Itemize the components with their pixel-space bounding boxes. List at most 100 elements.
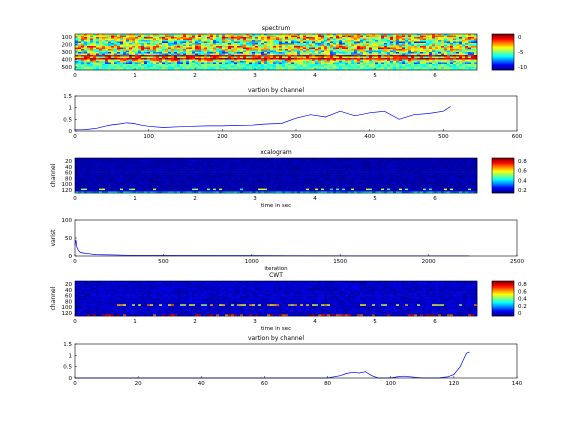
heatmap-cell [333,52,337,54]
heatmap-cell [306,61,310,63]
heatmap-cell [447,38,451,41]
heatmap-cell [282,55,286,57]
heatmap-cell [300,68,304,71]
heatmap-cell [171,50,175,53]
heatmap-cell [372,159,376,162]
heatmap-cell [84,47,88,50]
heatmap-cell [399,49,403,51]
heatmap-cell [273,159,277,162]
heatmap-cell [408,62,412,65]
heatmap-cell [357,160,361,163]
heatmap-cell [285,64,289,66]
heatmap-cell [342,55,346,57]
heatmap-cell [159,165,163,168]
heatmap-cell [300,59,304,62]
heatmap-cell [366,41,370,44]
heatmap-cell [225,68,229,71]
heatmap-cell [339,55,343,57]
heatmap-cell [180,38,184,41]
heatmap-cell [87,50,91,53]
heatmap-cell [135,158,139,160]
heatmap-cell [282,62,286,65]
heatmap-cell [357,165,361,168]
heatmap-cell [333,40,337,42]
colorbar-segment [492,40,514,42]
heatmap-cell [270,160,274,163]
heatmap-cell [183,35,187,38]
heatmap-cell [78,47,82,50]
heatmap-cell [327,165,331,168]
heatmap-cell [234,159,238,162]
heatmap-cell [396,43,400,45]
heatmap-cell [420,62,424,65]
heatmap-cell [255,41,259,44]
heatmap-cell [246,35,250,38]
heatmap-cell [78,40,82,42]
heatmap-cell [228,53,232,56]
heatmap-cell [297,41,301,44]
heatmap-cell [108,35,112,38]
heatmap-cell [255,61,259,63]
heatmap-cell [177,166,181,169]
heatmap-cell [294,43,298,45]
heatmap-cell [210,49,214,51]
heatmap-cell [405,46,409,48]
heatmap-cell [147,35,151,38]
heatmap-cell [291,49,295,51]
heatmap-cell [309,41,313,44]
heatmap-cell [207,41,211,44]
heatmap-cell [270,162,274,165]
heatmap-cell [231,58,235,60]
heatmap-cell [420,37,424,39]
heatmap-cell [468,56,472,59]
heatmap-cell [462,38,466,41]
heatmap-cell [339,165,343,168]
heatmap-cell [345,43,349,45]
heatmap-cell [105,166,109,169]
heatmap-cell [372,56,376,59]
heatmap-cell [84,65,88,68]
heatmap-cell [201,34,205,36]
heatmap-cell [240,35,244,38]
heatmap-cell [369,160,373,163]
heatmap-cell [210,47,214,50]
heatmap-cell [180,34,184,36]
heatmap-cell [165,35,169,38]
heatmap-cell [81,46,85,48]
heatmap-cell [330,44,334,47]
heatmap-cell [336,47,340,50]
heatmap-cell [462,56,466,59]
heatmap-cell [306,44,310,47]
heatmap-cell [351,47,355,50]
heatmap-cell [75,43,79,45]
heatmap-cell [291,58,295,60]
heatmap-cell [252,53,256,56]
heatmap-cell [195,55,199,57]
heatmap-cell [243,62,247,65]
heatmap-cell [339,62,343,65]
heatmap-cell [369,47,373,50]
heatmap-cell [372,61,376,63]
heatmap-cell [405,56,409,59]
heatmap-cell [147,58,151,60]
heatmap-cell [123,35,127,38]
heatmap-cell [96,59,100,62]
heatmap-cell [312,62,316,65]
heatmap-cell [180,50,184,53]
heatmap-cell [99,58,103,60]
heatmap-cell [384,34,388,36]
heatmap-cell [228,58,232,60]
heatmap-cell [348,46,352,48]
heatmap-cell [99,64,103,66]
heatmap-cell [123,59,127,62]
heatmap-cell [207,49,211,51]
heatmap-cell [174,44,178,47]
heatmap-cell [258,52,262,54]
heatmap-cell [156,55,160,57]
heatmap-cell [369,162,373,165]
heatmap-cell [303,58,307,60]
heatmap-cell [147,165,151,168]
heatmap-cell [411,68,415,71]
heatmap-cell [411,59,415,62]
heatmap-cell [399,43,403,45]
